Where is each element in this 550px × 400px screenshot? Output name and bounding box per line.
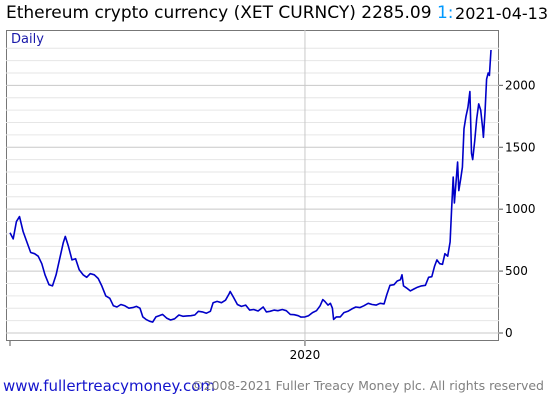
price-line bbox=[9, 49, 492, 323]
y-tick-label: 2000 bbox=[505, 78, 536, 92]
instrument-name: Ethereum crypto currency bbox=[6, 3, 229, 23]
copyright-notice: ©2008-2021 Fuller Treacy Money plc. All … bbox=[191, 378, 544, 393]
y-tick-label: 500 bbox=[505, 264, 528, 278]
as-of-date: 2021-04-13 bbox=[453, 4, 548, 23]
ticker-code: (XET CURNCY) bbox=[233, 3, 356, 23]
chart-title: Ethereum crypto currency (XET CURNCY) 22… bbox=[6, 3, 454, 23]
x-tick-label: 2020 bbox=[290, 348, 321, 362]
last-price: 2285.09 bbox=[361, 3, 432, 23]
y-tick-label: 1500 bbox=[505, 140, 536, 154]
website-link[interactable]: www.fullertreacymoney.com bbox=[3, 377, 216, 395]
y-tick-label: 0 bbox=[505, 326, 513, 340]
plot-frame bbox=[6, 30, 499, 341]
last-price-cut: 1: bbox=[436, 3, 454, 23]
period-label: Daily bbox=[11, 32, 44, 47]
y-tick-label: 1000 bbox=[505, 202, 536, 216]
